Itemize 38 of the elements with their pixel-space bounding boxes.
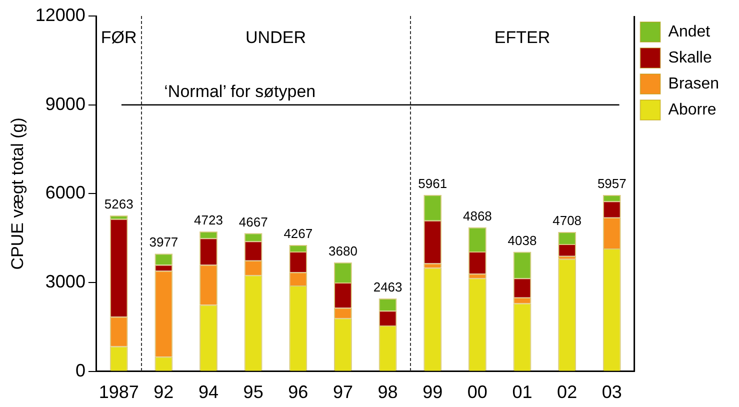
total-label: 4723 [194,212,223,228]
annotation: FØR [100,28,137,48]
ref-line-label: ‘Normal’ for søtypen [164,82,316,102]
x-tick-label: 94 [198,382,219,402]
total-label: 2463 [373,280,402,295]
total-label: 4667 [238,214,268,230]
total-label: 3977 [149,234,178,250]
total-label: 3680 [328,243,358,258]
total-label: 4708 [552,213,582,228]
y-tick-label: 12000 [35,4,86,25]
y-axis-title: CPUE vægt total (g) [8,118,27,270]
total-label: 4868 [462,208,492,224]
total-label: 4267 [284,226,313,242]
y-tick-label: 9000 [45,94,86,114]
legend-label: Skalle [668,49,712,66]
total-label: 5957 [597,176,626,192]
legend-label: Andet [668,23,711,40]
x-tick-label: 97 [332,382,353,402]
total-label: 4038 [508,232,537,248]
x-tick-label: 01 [512,382,532,402]
total-label: 5263 [104,196,134,212]
x-tick-label: 99 [422,382,443,402]
x-tick-label: 92 [154,382,174,402]
x-tick-label: 96 [288,382,308,402]
total-label: 5961 [418,176,448,191]
annotation: EFTER [494,28,550,48]
x-tick-label: 00 [467,382,488,402]
x-tick-label: 98 [378,382,398,402]
legend-label: Brasen [668,75,720,92]
legend-label: Aborre [668,101,716,118]
x-tick-label: 1987 [98,382,139,402]
y-tick-label: 3000 [45,272,86,292]
annotation: UNDER [246,28,306,48]
y-tick-label: 6000 [45,182,86,203]
x-tick-label: 03 [602,382,622,402]
y-tick-label: 0 [75,360,86,380]
x-tick-label: 95 [243,382,264,402]
x-tick-label: 02 [557,382,578,402]
